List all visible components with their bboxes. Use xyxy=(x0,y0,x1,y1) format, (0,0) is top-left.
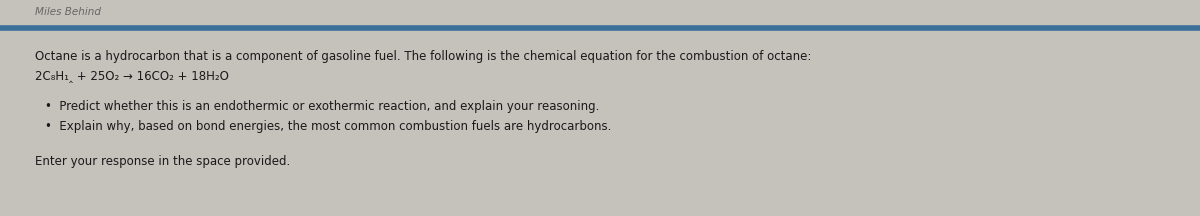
Text: •  Predict whether this is an endothermic or exothermic reaction, and explain yo: • Predict whether this is an endothermic… xyxy=(46,100,599,113)
Text: Miles Behind: Miles Behind xyxy=(35,7,101,17)
Text: Octane is a hydrocarbon that is a component of gasoline fuel. The following is t: Octane is a hydrocarbon that is a compon… xyxy=(35,50,811,63)
Text: Enter your response in the space provided.: Enter your response in the space provide… xyxy=(35,155,290,168)
Text: 2C₈H₁‸ + 25O₂ → 16CO₂ + 18H₂O: 2C₈H₁‸ + 25O₂ → 16CO₂ + 18H₂O xyxy=(35,70,229,83)
Text: •  Explain why, based on bond energies, the most common combustion fuels are hyd: • Explain why, based on bond energies, t… xyxy=(46,120,611,133)
